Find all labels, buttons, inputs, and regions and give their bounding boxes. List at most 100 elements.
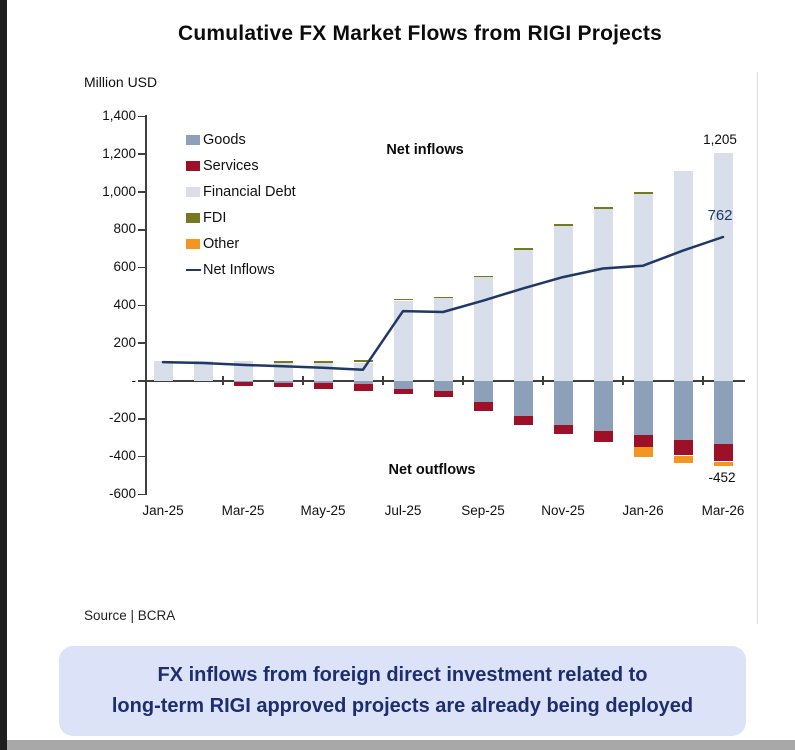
y-tick-mark [138,153,145,155]
y-tick-label: 600 [113,259,136,275]
bar-segment-fdi [433,296,453,299]
x-tick-mark [542,376,544,385]
y-tick-mark [138,304,145,307]
bar-segment-financial-debt [593,209,613,381]
bar-segment-fdi [393,298,413,301]
x-tick-label: May-25 [300,503,346,518]
callout-banner: FX inflows from foreign direct investmen… [59,646,746,736]
bar-segment-services [593,431,613,443]
callout-line-2: long-term RIGI approved projects are alr… [111,695,694,717]
legend-label: Services [203,158,259,174]
callout-line-1: FX inflows from foreign direct investmen… [157,664,648,686]
legend-item-goods: Goods [186,127,296,153]
legend-label: Other [203,236,240,252]
x-tick-label: Mar-25 [221,503,265,518]
bar-segment-financial-debt [273,362,293,381]
bar-segment-goods [233,381,253,382]
bar-segment-services [553,425,573,435]
bar-segment-services [673,440,693,456]
x-tick-label: Mar-26 [701,503,745,518]
bar-segment-goods [353,381,373,385]
bar-segment-services [433,390,453,397]
bar-segment-fdi [553,224,573,226]
net-inflows-annotation: Net inflows [386,142,464,158]
y-tick-label: 1,400 [102,107,136,123]
bar-segment-financial-debt [193,361,213,381]
x-tick-label: Jan-25 [142,503,184,518]
chart-right-border [757,72,758,624]
bar-segment-goods [433,381,453,391]
y-tick-mark [138,342,145,344]
legend-swatch-icon [186,239,200,249]
bar-segment-fdi [593,207,613,209]
bar-segment-fdi [473,275,493,278]
bar-segment-goods [593,381,613,432]
y-tick-label: -600 [108,485,136,501]
y-tick-mark [138,266,145,269]
net-outflows-annotation: Net outflows [388,462,476,478]
y-tick-mark [138,418,145,420]
x-tick-mark [622,376,624,385]
bar-segment-fdi [633,192,653,194]
y-tick-label: 1,200 [102,145,136,161]
y-tick-mark [138,380,145,382]
legend-line-swatch-icon [186,268,201,272]
bar-segment-services [273,382,293,388]
y-tick-mark [138,191,145,193]
bar-segment-services [513,416,533,426]
bar-segment-goods [273,381,293,383]
bar-segment-financial-debt [673,171,693,381]
bar-segment-services [633,434,653,448]
bar-segment-goods [513,381,533,417]
y-tick-label: 800 [113,221,136,237]
y-tick-label: -400 [108,448,136,464]
legend-swatch-icon [186,213,200,223]
legend-item-fdi: FDI [186,205,296,231]
x-tick-mark [382,376,384,385]
bar-segment-fdi [513,248,533,251]
x-tick-mark [302,376,304,385]
legend-swatch-icon [186,187,200,197]
final-outflow-total-label: -452 [708,470,736,485]
bar-segment-goods [713,381,733,445]
bar-segment-goods [673,381,693,441]
legend-item-other: Other [186,231,296,257]
bar-segment-financial-debt [353,362,373,381]
final-net-inflows-label: 762 [707,207,733,224]
bar-segment-fdi [313,361,333,364]
bar-segment-fdi [353,360,373,363]
bar-segment-goods [553,381,573,426]
y-axis-line [145,115,147,495]
legend-item-net-inflows: Net Inflows [186,257,296,283]
bar-segment-financial-debt [153,361,173,381]
bar-segment-fdi [273,361,293,363]
y-tick-mark [138,493,145,496]
bar-segment-other [673,455,693,464]
bar-segment-financial-debt [633,193,653,381]
left-edge-bar [0,0,7,750]
bar-segment-services [233,381,253,386]
page-title: Cumulative FX Market Flows from RIGI Pro… [178,22,662,45]
x-tick-mark [462,376,464,385]
y-tick-label: 400 [113,296,136,312]
y-tick-label: 1,000 [102,183,136,199]
bar-segment-services [313,383,333,389]
y-tick-label: 200 [113,334,136,350]
y-tick-label: - [131,372,137,388]
legend-label: Goods [203,132,246,148]
y-tick-mark [138,229,145,231]
x-tick-label: Jan-26 [622,503,664,518]
bar-segment-financial-debt [233,361,253,381]
legend-label: Net Inflows [203,262,275,278]
bar-segment-goods [313,381,333,384]
bar-segment-goods [473,381,493,403]
bar-segment-other [713,461,733,467]
bar-segment-financial-debt [313,363,333,381]
y-tick-label: -200 [108,410,136,426]
bar-segment-goods [633,381,653,435]
horizontal-scrollbar[interactable] [7,740,795,750]
legend-label: Financial Debt [203,184,296,200]
bar-segment-goods [393,381,413,389]
legend-swatch-icon [186,161,200,171]
